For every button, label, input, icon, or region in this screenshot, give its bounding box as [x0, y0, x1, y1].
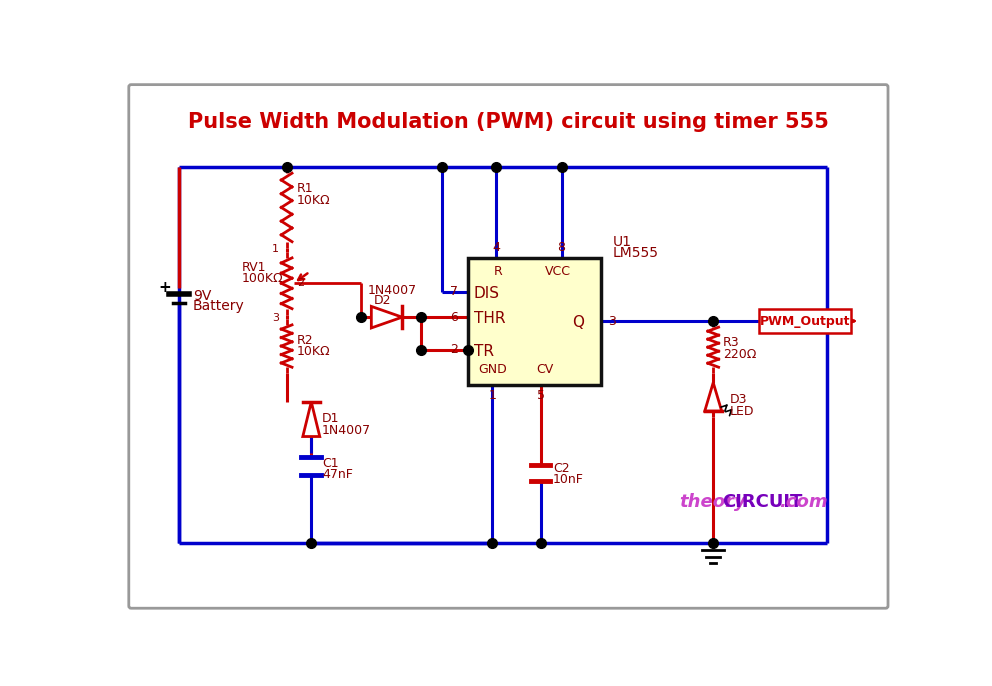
Text: LM555: LM555	[612, 246, 659, 260]
Text: R3: R3	[723, 336, 740, 349]
Text: 7: 7	[450, 285, 458, 298]
Text: 3: 3	[272, 313, 279, 323]
Text: D3: D3	[730, 393, 748, 406]
Text: D1: D1	[322, 412, 339, 425]
Text: C1: C1	[322, 457, 338, 470]
Text: CV: CV	[536, 363, 554, 376]
FancyBboxPatch shape	[129, 84, 888, 608]
Text: 220Ω: 220Ω	[723, 348, 757, 361]
Text: VCC: VCC	[545, 265, 570, 279]
Text: 3: 3	[608, 314, 616, 327]
Text: 1: 1	[488, 389, 496, 402]
Text: 10KΩ: 10KΩ	[297, 193, 330, 206]
Text: R: R	[494, 265, 503, 279]
Text: 2: 2	[298, 279, 305, 288]
FancyBboxPatch shape	[467, 258, 601, 385]
Text: 9V: 9V	[192, 289, 211, 303]
Text: 1N4007: 1N4007	[367, 284, 417, 297]
Text: 5: 5	[537, 389, 545, 402]
Text: Pulse Width Modulation (PWM) circuit using timer 555: Pulse Width Modulation (PWM) circuit usi…	[187, 113, 829, 132]
Text: RV1: RV1	[242, 261, 267, 274]
Polygon shape	[704, 383, 722, 411]
Text: 1N4007: 1N4007	[322, 424, 371, 437]
Text: TR: TR	[474, 344, 494, 359]
Text: 8: 8	[558, 241, 565, 254]
Text: C2: C2	[554, 462, 569, 475]
Text: Battery: Battery	[192, 298, 244, 313]
Text: DIS: DIS	[474, 286, 500, 300]
Text: theory: theory	[680, 493, 746, 511]
Text: 10KΩ: 10KΩ	[297, 345, 330, 358]
Text: THR: THR	[474, 311, 505, 327]
Text: D2: D2	[374, 294, 391, 307]
Text: CIRCUIT: CIRCUIT	[722, 493, 803, 511]
Text: Q: Q	[571, 315, 583, 330]
Text: 6: 6	[450, 311, 458, 324]
Text: PWM_Output: PWM_Output	[760, 314, 850, 327]
Text: 2: 2	[450, 343, 458, 356]
FancyBboxPatch shape	[759, 309, 851, 333]
Text: GND: GND	[478, 363, 507, 376]
Text: +: +	[159, 281, 172, 296]
Text: 4: 4	[492, 241, 500, 254]
Text: 47nF: 47nF	[322, 468, 353, 481]
Text: R2: R2	[297, 334, 313, 346]
Text: 10nF: 10nF	[554, 473, 584, 486]
Text: U1: U1	[612, 235, 631, 250]
Polygon shape	[371, 307, 402, 328]
Text: 1: 1	[272, 244, 279, 254]
Text: .com: .com	[780, 493, 828, 511]
Text: LED: LED	[730, 405, 755, 418]
Text: R1: R1	[297, 182, 313, 195]
Text: 100KΩ: 100KΩ	[242, 272, 284, 285]
